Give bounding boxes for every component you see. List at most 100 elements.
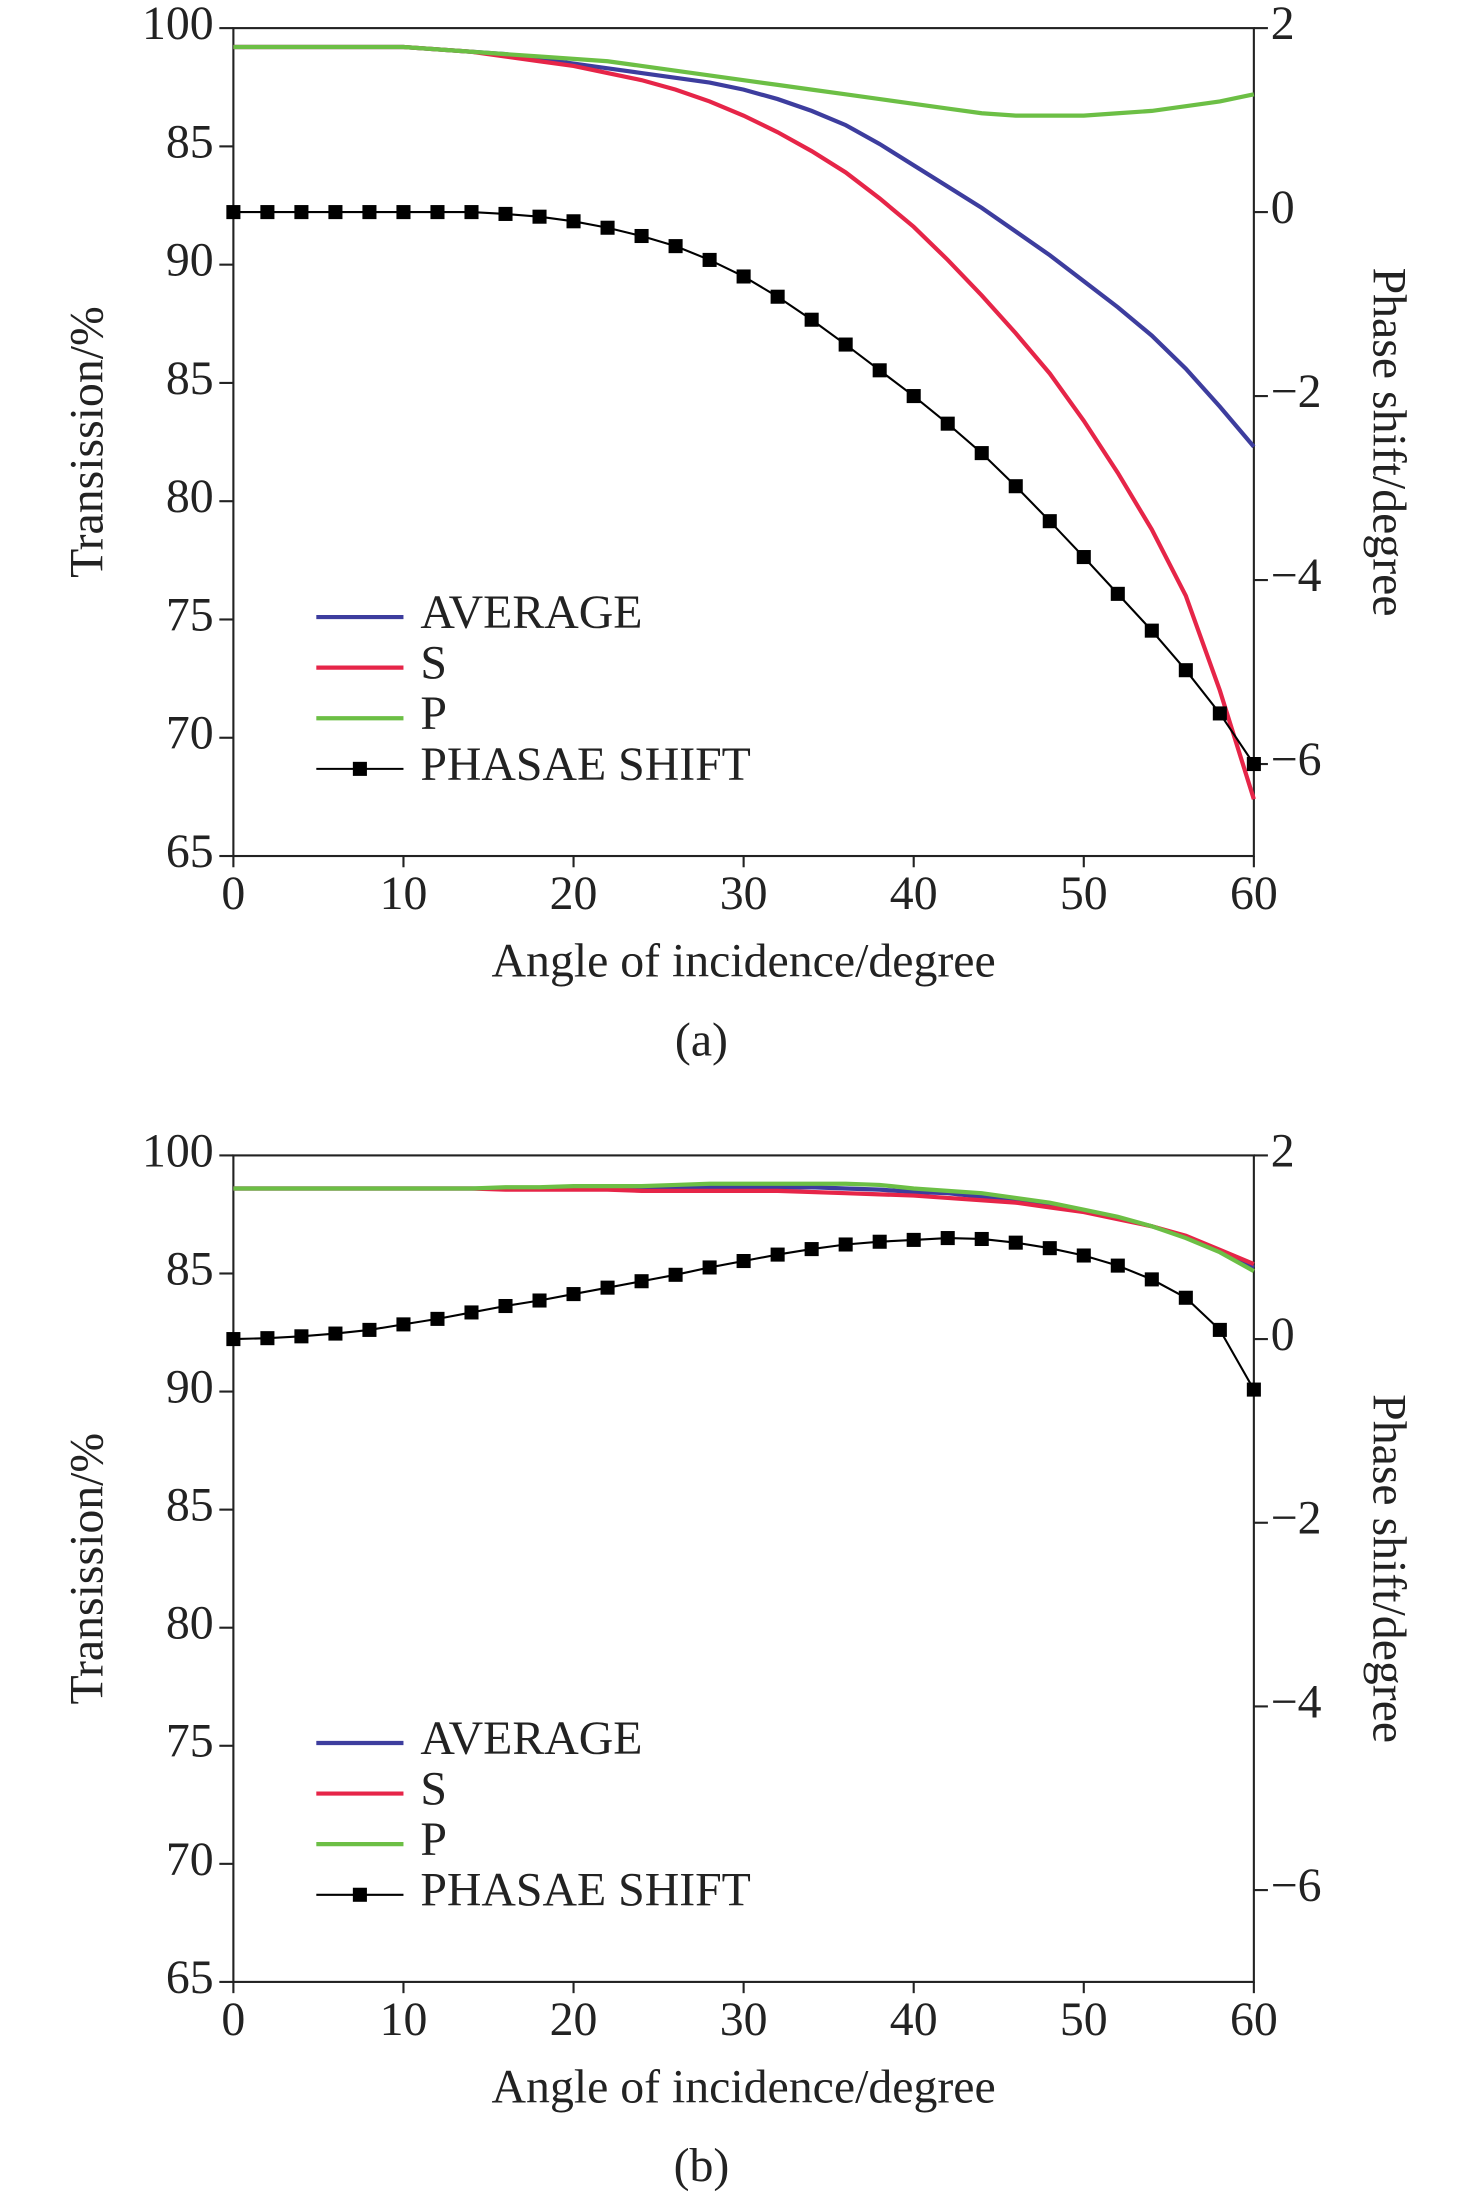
series-marker [974,446,989,461]
x-tick-label: 0 [221,1993,245,2046]
y-tick-label: 85 [166,1479,214,1532]
series-marker [1042,1241,1057,1256]
series-marker [736,269,751,284]
x-tick-label: 50 [1060,1993,1108,2046]
series-marker [804,1242,819,1257]
y-tick-label: 90 [166,1361,214,1414]
y2-axis-title: Phase shift/degree [1363,1394,1416,1743]
x-tick-label: 20 [550,1993,598,2046]
caption: (b) [674,2139,730,2192]
y2-tick-label: −4 [1271,1675,1322,1728]
series-marker [532,1293,547,1308]
legend-label: S [420,637,447,690]
y-tick-label: 75 [166,1715,214,1768]
series-marker [362,1322,377,1337]
series-marker [872,1234,887,1249]
y-tick-label: 100 [142,1124,214,1177]
series-marker [294,205,309,220]
series-marker [770,289,785,304]
series-marker [1076,550,1091,565]
y-tick-label: 80 [166,470,214,523]
legend-label: P [420,687,447,740]
series-marker [1008,479,1023,494]
series-marker [430,1311,445,1326]
series-marker [702,1260,717,1275]
x-tick-label: 20 [550,867,598,920]
series-marker [1246,757,1261,772]
series-marker [906,389,921,404]
x-tick-label: 50 [1060,867,1108,920]
series-line [233,44,1256,800]
y2-tick-label: 0 [1271,1308,1295,1361]
x-tick-label: 60 [1230,867,1278,920]
series-marker [396,1317,411,1332]
series-line [233,1181,1255,1273]
series-marker [634,228,649,244]
series-marker [362,205,377,220]
series-marker [736,1253,751,1269]
series-marker [1008,1235,1023,1250]
series-marker [532,209,547,224]
y-tick-label: 65 [166,1951,214,2004]
y-axis-title: Transission/% [60,1433,113,1705]
series-marker [1246,1382,1261,1397]
series-marker [396,205,411,220]
plot-frame [232,1154,1255,1983]
plot-frame [232,27,1255,858]
legend-label: PHASAE SHIFT [420,738,751,791]
series-marker [1076,1248,1091,1263]
series-marker [770,1247,785,1262]
y-tick-label: 70 [166,1833,214,1886]
y2-tick-label: 0 [1271,181,1295,234]
y2-tick-label: −2 [1271,1492,1322,1545]
series-marker [226,205,241,220]
y-tick-label: 85 [166,352,214,405]
y2-tick-label: −6 [1271,1859,1322,1912]
y-tick-label: 85 [166,115,214,168]
series-marker [566,214,581,229]
legend-label: AVERAGE [420,586,642,639]
series-marker [804,312,819,327]
series-marker [838,1237,853,1252]
y-tick-label: 70 [166,707,214,760]
series-line [233,44,1256,449]
y2-tick-label: 2 [1271,1124,1295,1177]
series-marker [430,205,445,220]
series-marker [328,1326,343,1341]
x-tick-label: 60 [1230,1993,1278,2046]
series-marker [906,1232,921,1247]
x-tick-label: 30 [720,867,768,920]
series-marker [600,1280,615,1295]
legend-marker [352,1887,367,1902]
series-marker [600,220,615,235]
series-marker [260,205,275,220]
y-tick-label: 100 [142,0,214,50]
series-marker [940,416,955,431]
y-axis-title: Transission/% [60,306,113,578]
series-marker [838,337,853,352]
x-tick-label: 40 [890,867,938,920]
caption: (a) [675,1013,728,1066]
series-marker [974,1231,989,1247]
legend-label: P [420,1813,447,1866]
legend-marker [352,761,367,776]
y2-axis-title: Phase shift/degree [1363,268,1416,617]
series-marker [1212,706,1227,721]
series-marker [498,1298,513,1314]
x-tick-label: 10 [380,867,428,920]
series-marker [634,1274,649,1289]
x-tick-label: 40 [890,1993,938,2046]
y2-tick-label: −6 [1271,733,1322,786]
x-tick-label: 0 [221,867,245,920]
series-marker [226,1332,241,1347]
y-tick-label: 65 [166,825,214,878]
series-marker [464,205,479,220]
series-marker [940,1231,955,1246]
y2-tick-label: 2 [1271,0,1295,50]
series-line [233,44,1255,118]
y2-tick-label: −4 [1271,549,1322,602]
x-tick-label: 30 [720,1993,768,2046]
series-marker [1144,623,1159,638]
